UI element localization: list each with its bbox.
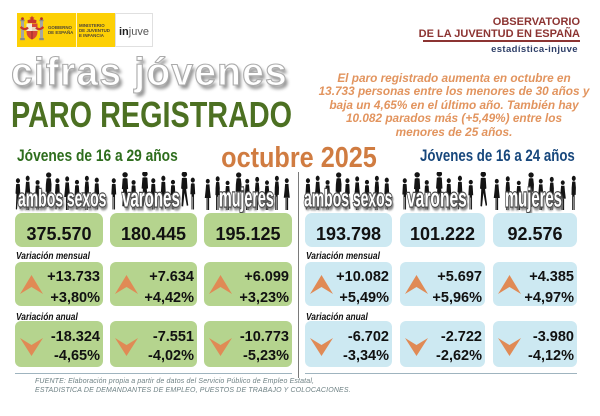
svg-text:varones: varones [407, 183, 467, 212]
svg-text:ambos sexos: ambos sexos [18, 186, 106, 213]
svg-text:mujeres: mujeres [219, 184, 274, 213]
svg-text:varones: varones [122, 183, 180, 212]
svg-text:ambos sexos: ambos sexos [304, 186, 392, 213]
svg-text:mujeres: mujeres [505, 184, 562, 212]
